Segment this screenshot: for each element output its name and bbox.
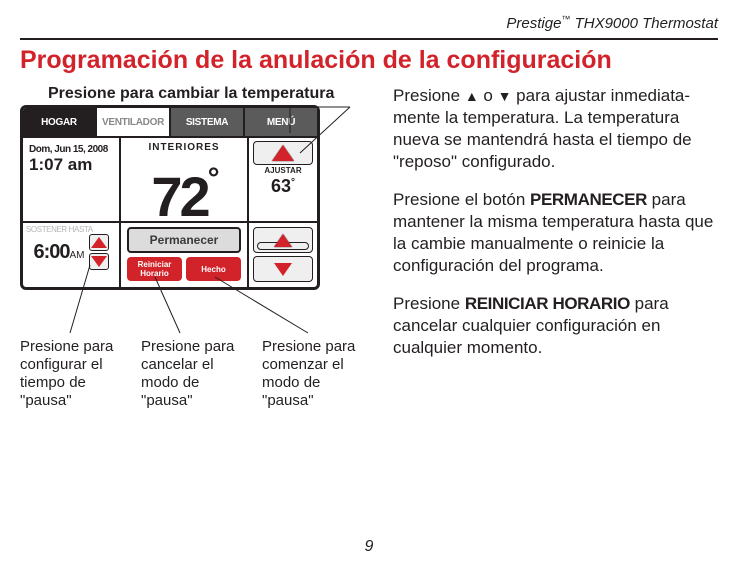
hold-ampm: AM [70, 250, 85, 261]
time-line: 1:07 am [29, 155, 115, 175]
interior-temp-box: INTERIORES 72° [121, 138, 249, 221]
triangle-down-icon [274, 263, 292, 276]
hold-down-button[interactable] [89, 253, 109, 270]
bottom-callouts: Presione para configurar el tiempo de "p… [20, 338, 365, 410]
adjust-temp-value: 63 [271, 176, 291, 196]
hold-ghost-label: SOSTENER HASTA [23, 223, 119, 234]
right-column: Presione ▲ o ▼ para ajustar inmediata-me… [393, 85, 718, 410]
reiniciar-horario-button[interactable]: Reiniciar Horario [127, 257, 182, 281]
adjust-box: AJUSTAR 63° [249, 138, 317, 221]
callout-1: Presione para configurar el tiempo de "p… [20, 338, 123, 410]
reiniciar-line1: Reiniciar [138, 260, 172, 269]
adjust-label: AJUSTAR [249, 166, 317, 175]
callout-2: Presione para cancelar el modo de "pausa… [141, 338, 244, 410]
trademark: ™ [561, 14, 570, 24]
date-line: Dom, Jun 15, 2008 [29, 144, 115, 155]
tab-menu[interactable]: MENÚ [243, 108, 317, 138]
left-column: Presione para cambiar la temperatura HOG… [20, 85, 365, 410]
hecho-button[interactable]: Hecho [186, 257, 241, 281]
adjust-up-button[interactable] [253, 141, 313, 165]
tab-ventilador[interactable]: VENTILADOR [95, 108, 169, 138]
triangle-up-icon [274, 234, 292, 247]
triangle-up-icon [272, 145, 294, 161]
adjust-down-button-2[interactable] [253, 256, 313, 282]
product-model: THX9000 Thermostat [575, 15, 718, 32]
interior-temp-value: 72 [151, 165, 207, 228]
paragraph-2: Presione el botón PERMANECER para manten… [393, 189, 718, 277]
adjust-temp: 63° [249, 175, 317, 194]
callout-3: Presione para comenzar el modo de "pausa… [262, 338, 365, 410]
interior-temp: 72° [121, 153, 247, 223]
date-box: Dom, Jun 15, 2008 1:07 am [23, 138, 121, 221]
reiniciar-line2: Horario [140, 269, 168, 278]
degree-icon: ° [208, 162, 217, 195]
callout-top: Presione para cambiar la temperatura [48, 85, 365, 103]
permanecer-inline: PERMANECER [530, 190, 647, 209]
degree-small-icon: ° [291, 177, 295, 188]
triangle-up-icon: ▲ [465, 88, 479, 104]
permanecer-button[interactable]: Permanecer [127, 227, 241, 253]
reiniciar-inline: REINICIAR HORARIO [465, 294, 630, 313]
tab-hogar[interactable]: HOGAR [23, 108, 95, 138]
hold-time-wrap: 6:00AM [33, 241, 84, 264]
triangle-down-icon: ▼ [498, 88, 512, 104]
hold-box: SOSTENER HASTA 6:00AM [23, 223, 121, 287]
paragraph-1: Presione ▲ o ▼ para ajustar inmediata-me… [393, 85, 718, 173]
interior-label: INTERIORES [121, 142, 247, 153]
button-box: Permanecer Reiniciar Horario Hecho [121, 223, 249, 287]
product-line: Prestige™ THX9000 Thermostat [20, 14, 718, 32]
adjust-lower-box [249, 223, 317, 287]
triangle-up-icon [91, 237, 107, 248]
thermostat-screen: HOGAR VENTILADOR SISTEMA MENÚ Dom, Jun 1… [20, 105, 320, 290]
hold-up-button[interactable] [89, 234, 109, 251]
paragraph-3: Presione REINICIAR HORARIO para cancelar… [393, 293, 718, 359]
page-number: 9 [0, 538, 738, 556]
hold-time: 6:00 [33, 241, 69, 263]
page-title: Programación de la anulación de la confi… [20, 38, 718, 85]
product-name: Prestige [506, 15, 561, 32]
triangle-down-icon [91, 256, 107, 267]
tab-sistema[interactable]: SISTEMA [169, 108, 243, 138]
